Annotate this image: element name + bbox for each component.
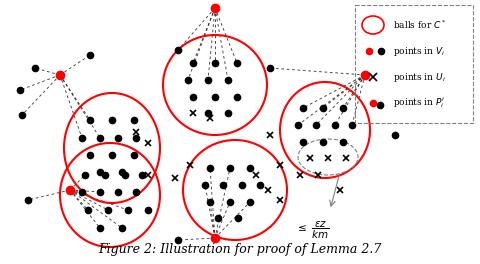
Text: Figure 2: Illustration for proof of Lemma 2.7: Figure 2: Illustration for proof of Lemm… xyxy=(98,243,382,256)
Text: balls for $C^*$: balls for $C^*$ xyxy=(393,19,446,31)
Text: points in $U_i$: points in $U_i$ xyxy=(393,70,446,83)
Text: $\leq\ \dfrac{\epsilon z}{km}$: $\leq\ \dfrac{\epsilon z}{km}$ xyxy=(295,220,329,241)
Text: points in $V_i$: points in $V_i$ xyxy=(393,45,445,58)
Text: points in $P_i'$: points in $P_i'$ xyxy=(393,96,445,110)
